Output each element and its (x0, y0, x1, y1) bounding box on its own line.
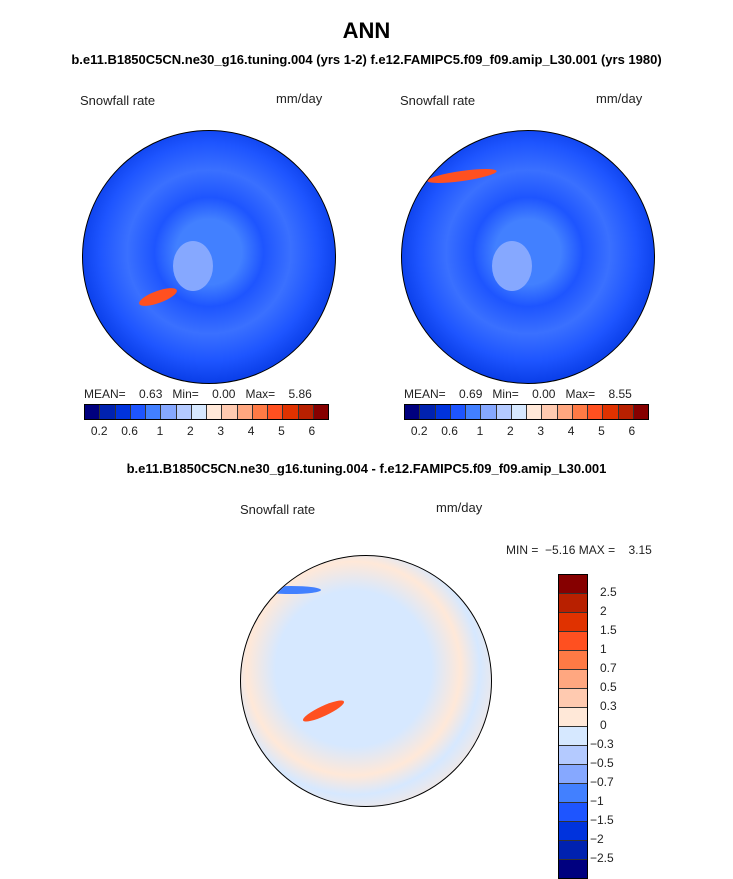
colorbar-tick-label: 2 (600, 604, 607, 618)
colorbar-box (559, 651, 587, 670)
colorbar-box (559, 746, 587, 765)
units-label-2: mm/day (596, 91, 643, 106)
colorbar-box (559, 613, 587, 632)
colorbar-tick-label: −2 (590, 832, 604, 846)
colorbar-box (572, 405, 588, 419)
colorbar-box (252, 405, 268, 419)
colorbar-tick-label: 1.5 (600, 623, 617, 637)
colorbar-tick-label: −0.3 (590, 737, 614, 751)
colorbar-box (207, 405, 223, 419)
colorbar-box (237, 405, 253, 419)
colorbar-box (618, 405, 634, 419)
polar-map-difference (240, 555, 492, 807)
colorbar-box (603, 405, 619, 419)
colorbar-box (420, 405, 436, 419)
colorbar-box (191, 405, 207, 419)
colorbar-box (559, 689, 587, 708)
variable-label-2: Snowfall rate (400, 93, 476, 108)
colorbar-box (559, 594, 587, 613)
variable-label-diff: Snowfall rate (240, 502, 316, 517)
polar-map-model-2 (401, 130, 655, 384)
colorbar-tick-label: 2 (506, 424, 514, 438)
colorbar-tick-label: −1.5 (590, 813, 614, 827)
colorbar-tick-label: 5 (598, 424, 605, 438)
colorbar-tick-label: 0.6 (121, 424, 138, 438)
colorbar-box (100, 405, 116, 419)
colorbar-box (559, 822, 587, 841)
colorbar-2 (404, 404, 649, 420)
colorbar-tick-label: 3 (217, 424, 225, 438)
colorbar-box (130, 405, 146, 419)
colorbar-1 (84, 404, 329, 420)
colorbar-tick-label: 0 (600, 718, 607, 732)
colorbar-tick-label: 3 (537, 424, 545, 438)
colorbar-tick-label: −1 (590, 794, 604, 808)
colorbar-tick-label: 1 (600, 642, 607, 656)
colorbar-box (222, 405, 238, 419)
colorbar-difference (558, 574, 588, 879)
subtitle: b.e11.B1850C5CN.ne30_g16.tuning.004 (yrs… (71, 52, 662, 67)
colorbar-tick-label: 0.7 (600, 661, 617, 675)
colorbar-box (527, 405, 543, 419)
units-label-diff: mm/day (436, 500, 483, 515)
units-label-1: mm/day (276, 91, 323, 106)
colorbar-tick-label: 4 (567, 424, 575, 438)
colorbar-tick-label: −0.5 (590, 756, 614, 770)
colorbar-box (298, 405, 314, 419)
colorbar-box (588, 405, 604, 419)
colorbar-box (435, 405, 451, 419)
colorbar-tick-label: −2.5 (590, 851, 614, 865)
colorbar-box (146, 405, 162, 419)
colorbar-tick-label: 0.2 (90, 424, 108, 438)
colorbar-tick-label: 0.5 (600, 680, 617, 694)
colorbar-box (633, 405, 648, 419)
colorbar-box (559, 708, 587, 727)
colorbar-tick-label: 1 (156, 424, 164, 438)
colorbar-box (283, 405, 299, 419)
colorbar-tick-label: 4 (247, 424, 255, 438)
colorbar-box (466, 405, 482, 419)
colorbar-tick-label: 0.6 (441, 424, 458, 438)
colorbar-box (85, 405, 101, 419)
colorbar-box (313, 405, 328, 419)
colorbar-tick-label: 1 (476, 424, 484, 438)
colorbar-box (559, 784, 587, 803)
colorbar-box (559, 727, 587, 746)
colorbar-box (161, 405, 177, 419)
colorbar-tick-label: 0.2 (410, 424, 428, 438)
colorbar-box (559, 860, 587, 878)
colorbar-box (557, 405, 573, 419)
colorbar-box (450, 405, 466, 419)
colorbar-box (559, 803, 587, 822)
colorbar-tick-label: 2.5 (600, 585, 617, 599)
variable-label-1: Snowfall rate (80, 93, 156, 108)
colorbar-box (559, 765, 587, 784)
colorbar-box (559, 670, 587, 689)
colorbar-box (268, 405, 284, 419)
plot-title: ANN (342, 18, 391, 43)
colorbar-tick-label: −0.7 (590, 775, 614, 789)
difference-title: b.e11.B1850C5CN.ne30_g16.tuning.004 - f.… (126, 461, 607, 476)
colorbar-box (176, 405, 192, 419)
colorbar-box (405, 405, 421, 419)
colorbar-tick-label: 0.3 (600, 699, 617, 713)
colorbar-tick-label: 5 (278, 424, 285, 438)
colorbar-box (481, 405, 497, 419)
colorbar-box (559, 841, 587, 860)
colorbar-box (115, 405, 131, 419)
colorbar-tick-label: 6 (628, 424, 636, 438)
colorbar-tick-label: 2 (186, 424, 194, 438)
colorbar-box (542, 405, 558, 419)
colorbar-box (511, 405, 527, 419)
colorbar-tick-label: 6 (308, 424, 316, 438)
polar-map-model-1 (82, 130, 336, 384)
colorbar-box (559, 575, 587, 594)
colorbar-box (496, 405, 512, 419)
colorbar-box (559, 632, 587, 651)
